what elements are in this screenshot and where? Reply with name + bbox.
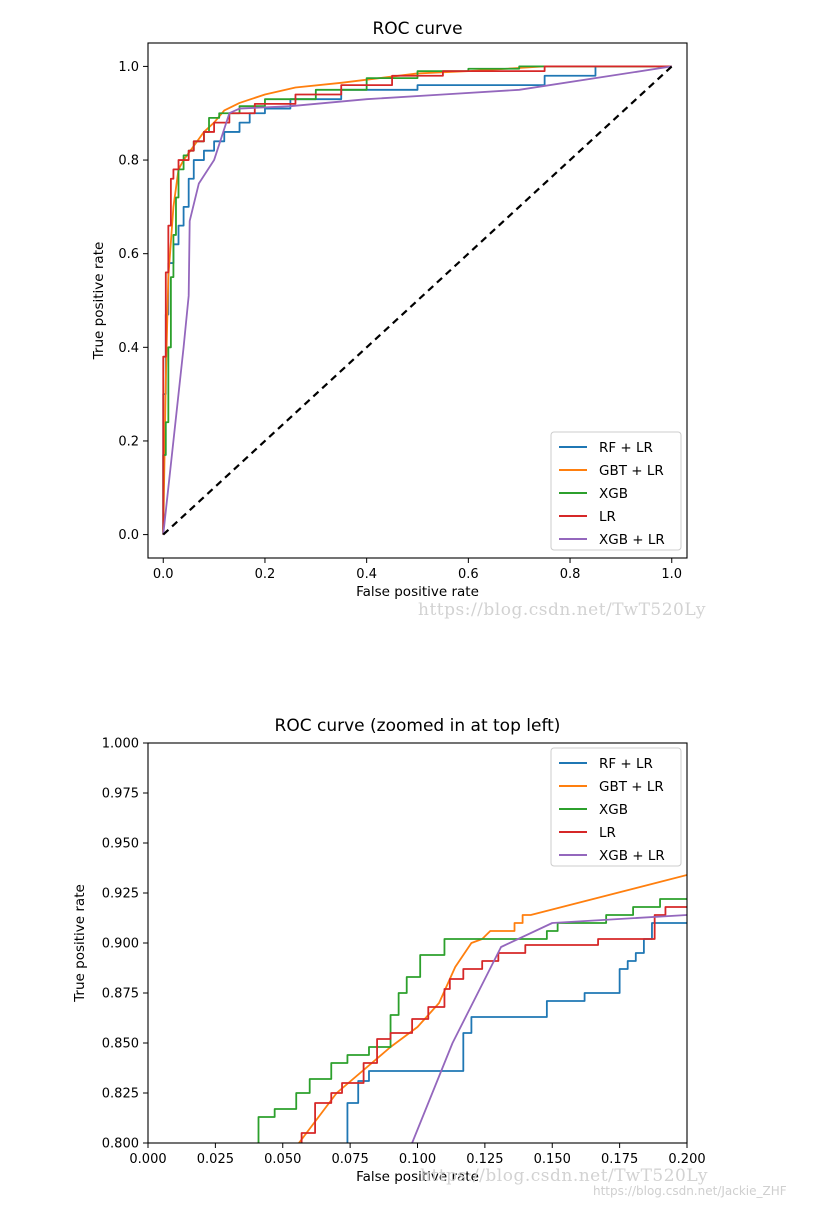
y-tick-label: 0.8 xyxy=(118,154,139,169)
legend-label: XGB + LR xyxy=(599,532,665,548)
y-tick-label: 0.6 xyxy=(118,247,139,262)
y-tick-label: 0.2 xyxy=(118,434,139,449)
x-tick-label: 0.6 xyxy=(458,567,479,582)
x-tick-label: 0.100 xyxy=(399,1152,436,1167)
legend-label: XGB + LR xyxy=(599,848,665,864)
x-tick-label: 0.200 xyxy=(668,1152,705,1167)
y-tick-label: 1.000 xyxy=(102,737,139,752)
diagonal-reference-line xyxy=(162,65,673,536)
plot-frame xyxy=(147,42,688,559)
legend: RF + LR GBT + LR XGB LR XGB + LR xyxy=(550,431,682,551)
y-tick-label: 0.4 xyxy=(118,341,139,356)
chart-1: ROC curve 0.0 0.2 0.4 0.6 0.8 1.0 0.0 0.2 0.4 0.6 0… xyxy=(91,19,688,600)
y-tick-label: 0.875 xyxy=(102,987,139,1002)
legend-box xyxy=(550,747,682,867)
series-line-lr xyxy=(300,906,687,1143)
y-tick-label: 0.925 xyxy=(102,887,139,902)
x-tick-label: 0.050 xyxy=(264,1152,301,1167)
y-tick-label: 0.825 xyxy=(102,1087,139,1102)
x-tick-label: 0.125 xyxy=(466,1152,503,1167)
legend-label: XGB xyxy=(599,486,628,502)
series-line-xgb-lr xyxy=(411,914,687,1143)
x-tick-label: 0.4 xyxy=(356,567,377,582)
series-line-lr xyxy=(162,65,672,535)
watermark-bottom: https://blog.csdn.net/TwT520Ly xyxy=(420,1166,708,1186)
legend-label: LR xyxy=(599,825,616,841)
legend-label: GBT + LR xyxy=(599,779,664,795)
series-group xyxy=(257,874,687,1143)
y-tick-label: 0.0 xyxy=(118,528,139,543)
series-line-xgb xyxy=(257,898,687,1143)
y-tick-label: 0.950 xyxy=(102,837,139,852)
watermark-top: https://blog.csdn.net/TwT520Ly xyxy=(418,600,706,620)
y-axis-label: True positive rate xyxy=(91,242,107,361)
x-axis-label: False positive rate xyxy=(356,584,479,600)
legend-label: LR xyxy=(599,509,616,525)
x-axis-label: False positive rate xyxy=(356,1169,479,1185)
legend-label: RF + LR xyxy=(599,440,653,456)
y-tick-label: 0.850 xyxy=(102,1037,139,1052)
chart-title: ROC curve (zoomed in at top left) xyxy=(275,716,561,736)
y-tick-label: 0.800 xyxy=(102,1137,139,1152)
x-tick-label: 1.0 xyxy=(661,567,682,582)
legend-label: XGB xyxy=(599,802,628,818)
x-tick-label: 0.8 xyxy=(560,567,581,582)
legend-label: GBT + LR xyxy=(599,463,664,479)
y-axis-label: True positive rate xyxy=(72,884,88,1003)
plot-frame xyxy=(147,742,688,1144)
x-tick-label: 0.025 xyxy=(197,1152,234,1167)
legend: RF + LR GBT + LR XGB LR XGB + LR xyxy=(550,747,682,867)
y-tick-label: 1.0 xyxy=(118,60,139,75)
x-tick-label: 0.2 xyxy=(255,567,276,582)
series-group xyxy=(162,65,673,536)
x-tick-label: 0.075 xyxy=(332,1152,369,1167)
y-tick-label: 0.900 xyxy=(102,937,139,952)
x-tick-label: 0.150 xyxy=(534,1152,571,1167)
legend-box xyxy=(550,431,682,551)
watermark-corner: https://blog.csdn.net/Jackie_ZHF xyxy=(593,1184,787,1198)
x-tick-label: 0.175 xyxy=(601,1152,638,1167)
series-line-xgb-lr xyxy=(162,65,672,535)
x-tick-label: 0.0 xyxy=(153,567,174,582)
y-tick-label: 0.975 xyxy=(102,787,139,802)
x-tick-label: 0.000 xyxy=(129,1152,166,1167)
chart-title: ROC curve xyxy=(372,19,462,39)
chart-2: ROC curve (zoomed in at top left)0.000 0.… xyxy=(72,716,706,1185)
series-line-rf-lr xyxy=(346,922,687,1143)
legend-label: RF + LR xyxy=(599,756,653,772)
